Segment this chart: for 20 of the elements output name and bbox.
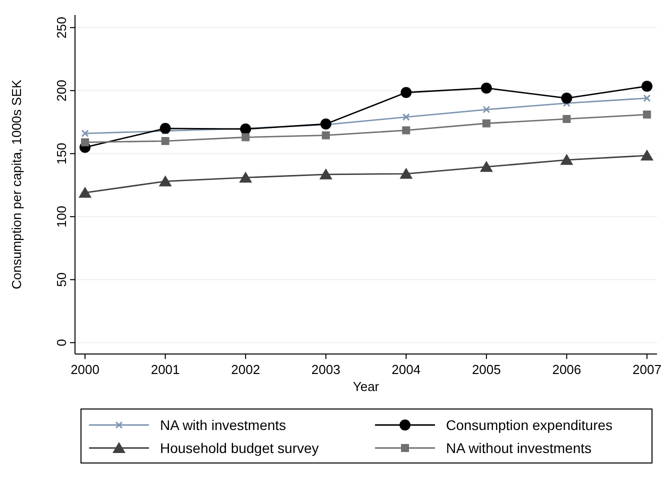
y-tick-label: 150 — [54, 142, 69, 164]
legend-label: Consumption expenditures — [446, 417, 613, 433]
x-tick-label: 2004 — [392, 362, 421, 377]
y-tick-label: 200 — [54, 80, 69, 102]
x-tick-label: 2007 — [632, 362, 662, 377]
y-tick-label: 250 — [54, 16, 69, 38]
y-tick-label: 50 — [54, 272, 69, 287]
y-tick-label: 0 — [54, 339, 69, 346]
legend-label: NA without investments — [446, 440, 592, 456]
x-tick-label: 2001 — [150, 362, 180, 377]
x-tick-label: 2002 — [231, 362, 260, 377]
x-tick-label: 2005 — [472, 362, 501, 377]
legend-label: NA with investments — [160, 417, 286, 433]
x-tick-label: 2000 — [70, 362, 100, 377]
x-tick-label: 2006 — [552, 362, 582, 377]
x-axis-title: Year — [352, 379, 380, 394]
legend-label: Household budget survey — [160, 440, 319, 456]
y-tick-label: 100 — [54, 206, 69, 228]
y-axis-title: Consumption per capita, 1000s SEK — [9, 79, 24, 290]
x-tick-label: 2003 — [311, 362, 340, 377]
